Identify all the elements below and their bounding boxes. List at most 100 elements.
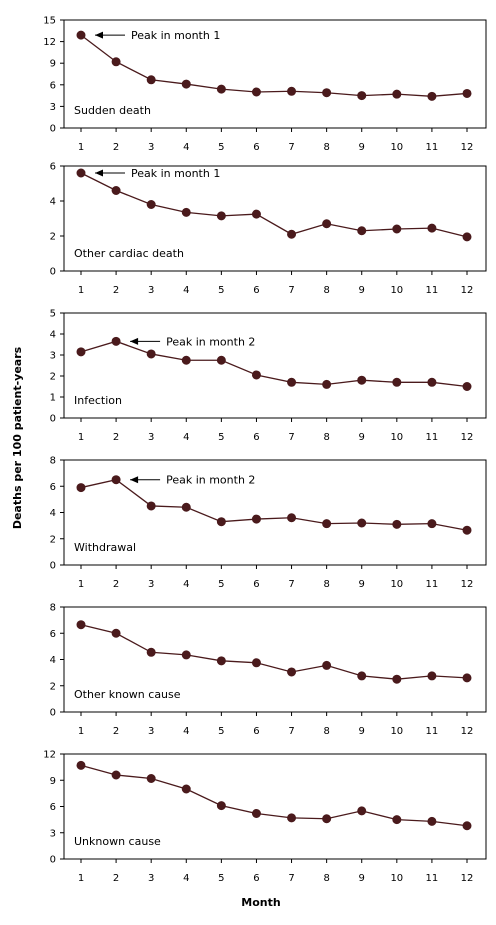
data-point [251, 370, 261, 380]
x-tick-label: 7 [288, 285, 294, 296]
x-tick-label: 10 [390, 873, 403, 884]
x-tick-label: 5 [218, 432, 224, 443]
data-point [287, 513, 297, 523]
data-point [462, 673, 472, 683]
y-tick-label: 1 [50, 393, 56, 404]
data-point [287, 667, 297, 677]
x-tick-label: 6 [253, 873, 259, 884]
data-point [111, 336, 121, 346]
data-point [462, 525, 472, 535]
annotation-arrowhead [95, 169, 103, 177]
x-tick-label: 11 [426, 579, 439, 590]
x-tick-label: 1 [78, 726, 84, 737]
x-tick-label: 11 [426, 432, 439, 443]
data-point [462, 821, 472, 831]
x-tick-label: 3 [148, 873, 154, 884]
y-tick-label: 4 [50, 655, 56, 666]
data-point [427, 377, 437, 387]
annotation-arrowhead [130, 476, 139, 484]
x-tick-label: 9 [359, 726, 365, 737]
x-tick-label: 5 [218, 726, 224, 737]
x-tick-label: 3 [148, 142, 154, 153]
x-tick-label: 8 [323, 432, 329, 443]
series-line [80, 764, 468, 827]
data-point [181, 355, 191, 365]
data-point [251, 514, 261, 524]
x-tick-label: 2 [113, 726, 119, 737]
x-tick-label: 11 [426, 726, 439, 737]
y-tick-label: 3 [50, 102, 56, 113]
series-line [80, 624, 468, 680]
data-point [287, 377, 297, 387]
plot-frame [63, 312, 487, 419]
data-point [392, 224, 402, 234]
annotation-text: Peak in month 2 [166, 474, 255, 487]
y-tick-label: 15 [43, 16, 56, 27]
x-tick-label: 5 [218, 285, 224, 296]
panel-label: Sudden death [74, 104, 151, 117]
x-tick-label: 3 [148, 579, 154, 590]
data-point [392, 815, 402, 825]
data-point [76, 760, 86, 770]
panel-label: Other known cause [74, 688, 181, 701]
x-tick-label: 8 [323, 285, 329, 296]
x-tick-label: 3 [148, 726, 154, 737]
x-tick-label: 4 [183, 873, 189, 884]
data-point [251, 87, 261, 97]
data-point [392, 674, 402, 684]
data-point [427, 91, 437, 101]
x-tick-label: 12 [461, 873, 474, 884]
data-point [427, 223, 437, 233]
y-tick-label: 4 [50, 197, 56, 208]
y-tick-label: 5 [50, 309, 56, 320]
x-tick-label: 10 [390, 579, 403, 590]
y-tick-label: 9 [50, 776, 56, 787]
panel-label: Other cardiac death [74, 247, 184, 260]
x-tick-label: 12 [461, 142, 474, 153]
x-tick-label: 4 [183, 285, 189, 296]
y-tick-label: 0 [50, 708, 56, 719]
y-tick-label: 0 [50, 124, 56, 135]
x-tick-label: 3 [148, 285, 154, 296]
y-tick-label: 0 [50, 561, 56, 572]
x-tick-label: 10 [390, 432, 403, 443]
data-point [181, 79, 191, 89]
annotation-arrowhead [130, 337, 139, 345]
x-tick-label: 10 [390, 726, 403, 737]
data-point [322, 814, 332, 824]
x-tick-label: 8 [323, 579, 329, 590]
data-point [251, 209, 261, 219]
data-point [76, 347, 86, 357]
data-point [146, 200, 156, 209]
plot-frame [63, 165, 487, 272]
x-tick-label: 8 [323, 726, 329, 737]
x-tick-label: 1 [78, 285, 84, 296]
y-tick-label: 8 [50, 456, 56, 467]
data-point [251, 658, 261, 668]
data-point [462, 88, 472, 98]
panel-label: Infection [74, 394, 122, 407]
data-point [427, 816, 437, 826]
x-tick-label: 1 [78, 432, 84, 443]
data-point [392, 89, 402, 99]
x-tick-label: 9 [359, 432, 365, 443]
x-tick-label: 9 [359, 579, 365, 590]
data-point [322, 519, 332, 529]
annotation-text: Peak in month 1 [131, 167, 220, 180]
x-tick-label: 2 [113, 873, 119, 884]
data-point [427, 671, 437, 681]
y-tick-label: 0 [50, 855, 56, 866]
data-point [216, 801, 226, 811]
data-point [111, 475, 121, 485]
y-tick-label: 6 [50, 802, 56, 813]
x-tick-label: 12 [461, 726, 474, 737]
x-tick-label: 7 [288, 579, 294, 590]
data-point [76, 483, 86, 493]
data-point [146, 647, 156, 657]
y-tick-label: 2 [50, 681, 56, 692]
x-tick-label: 1 [78, 873, 84, 884]
x-tick-label: 4 [183, 142, 189, 153]
